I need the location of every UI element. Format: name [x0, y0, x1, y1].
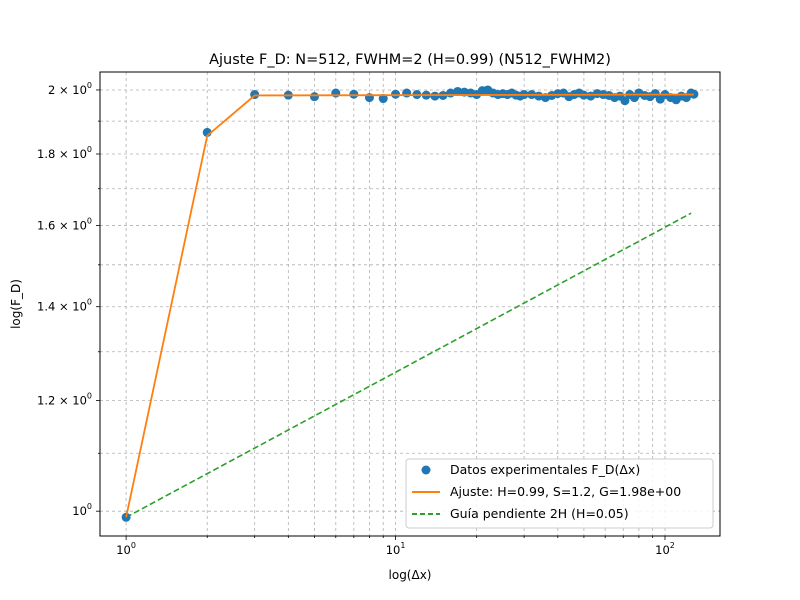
y-tick-label: 100: [72, 502, 92, 518]
chart-title: Ajuste F_D: N=512, FWHM=2 (H=0.99) (N512…: [209, 52, 611, 68]
data-point: [402, 88, 412, 98]
x-tick-label: 100: [116, 541, 136, 557]
y-tick-label: 1.2 × 100: [37, 391, 92, 407]
x-tick-label: 102: [655, 541, 675, 557]
legend-label-guide: Guía pendiente 2H (H=0.05): [450, 506, 629, 521]
y-tick-label: 1.6 × 100: [37, 217, 92, 233]
data-point: [453, 86, 463, 96]
data-point: [349, 89, 359, 99]
legend-marker-data: [421, 465, 431, 475]
x-tick-label: 101: [386, 541, 406, 557]
data-point: [620, 96, 630, 106]
x-axis-label: log(Δx): [389, 568, 432, 582]
legend: Datos experimentales F_D(Δx) Ajuste: H=0…: [405, 458, 714, 529]
data-point: [378, 94, 388, 104]
legend-label-fit: Ajuste: H=0.99, S=1.2, G=1.98e+00: [450, 484, 681, 499]
x-axis-ticks: 100 101 102: [116, 536, 675, 557]
fit-line: [125, 93, 694, 518]
plot-frame: [99, 71, 721, 537]
data-point: [689, 89, 699, 99]
legend-label-data: Datos experimentales F_D(Δx): [450, 462, 640, 477]
y-axis-ticks: 100 1.2 × 100 1.4 × 100 1.6 × 100 1.8 × 100 2…: [37, 81, 100, 518]
series-layer: [121, 85, 699, 522]
legend-box: [405, 458, 714, 529]
data-point: [391, 89, 401, 99]
y-axis-label: log(F_D): [9, 279, 23, 329]
guide-line: [125, 212, 692, 519]
grid: [100, 72, 720, 536]
data-point: [430, 91, 440, 101]
y-tick-label: 1.8 × 100: [37, 145, 92, 161]
y-tick-label: 1.4 × 100: [37, 298, 92, 314]
y-tick-label: 2 × 100: [48, 81, 92, 97]
data-point: [309, 92, 319, 102]
